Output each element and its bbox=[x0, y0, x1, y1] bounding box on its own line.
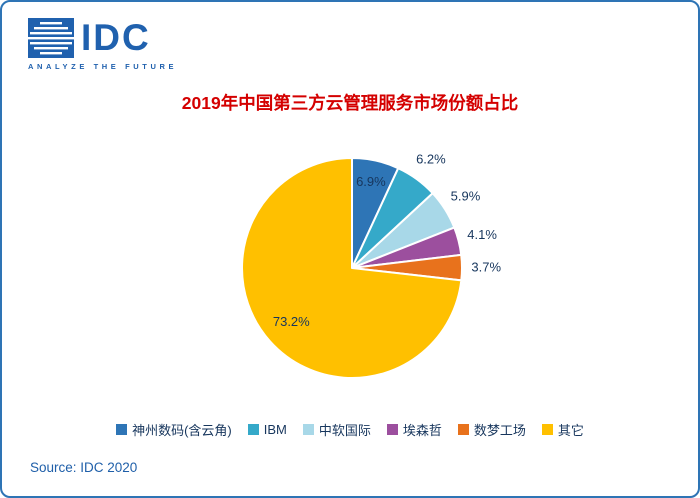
legend-item: IBM bbox=[247, 422, 287, 437]
idc-logo: IDC ANALYZE THE FUTURE bbox=[28, 18, 177, 71]
legend-label: 数梦工场 bbox=[473, 423, 526, 438]
pie-slice-label: 6.9% bbox=[356, 174, 386, 189]
legend-item: 埃森哲 bbox=[386, 420, 442, 439]
source-note: Source: IDC 2020 bbox=[30, 460, 138, 475]
idc-logo-row: IDC bbox=[28, 18, 177, 58]
legend-label: IBM bbox=[263, 422, 287, 437]
legend-item: 其它 bbox=[541, 420, 584, 439]
legend-label: 中软国际 bbox=[318, 423, 371, 438]
pie-slice-label: 3.7% bbox=[471, 260, 501, 275]
legend-swatch bbox=[541, 424, 553, 435]
legend-swatch bbox=[457, 424, 469, 435]
chart-title: 2019年中国第三方云管理服务市场份额占比 bbox=[181, 93, 519, 113]
legend-swatch bbox=[116, 424, 128, 435]
chart-legend: 神州数码(含云角) IBM 中软国际 埃森哲 数梦工场 其它 bbox=[2, 420, 698, 439]
legend-swatch bbox=[302, 424, 314, 435]
legend-item: 中软国际 bbox=[302, 420, 371, 439]
pie-slice-label: 5.9% bbox=[451, 188, 481, 203]
legend-item: 数梦工场 bbox=[457, 420, 526, 439]
idc-logo-text: IDC bbox=[81, 17, 151, 58]
legend-label: 其它 bbox=[557, 423, 584, 438]
pie-slice bbox=[241, 157, 463, 379]
legend-swatch bbox=[247, 424, 259, 435]
legend-item: 神州数码(含云角) bbox=[116, 420, 232, 439]
legend-label: 埃森哲 bbox=[402, 423, 442, 438]
pie-slice-label: 6.2% bbox=[416, 151, 446, 166]
idc-globe-icon bbox=[28, 18, 74, 58]
legend-swatch bbox=[386, 424, 398, 435]
legend-label: 神州数码(含云角) bbox=[132, 423, 232, 438]
idc-logo-tagline: ANALYZE THE FUTURE bbox=[28, 62, 178, 71]
pie-slice-label: 73.2% bbox=[273, 314, 310, 329]
pie-chart: 6.9% 6.2% 5.9% 4.1% 3.7% 73.2% bbox=[241, 151, 501, 379]
pie-slice-label: 4.1% bbox=[467, 227, 497, 242]
